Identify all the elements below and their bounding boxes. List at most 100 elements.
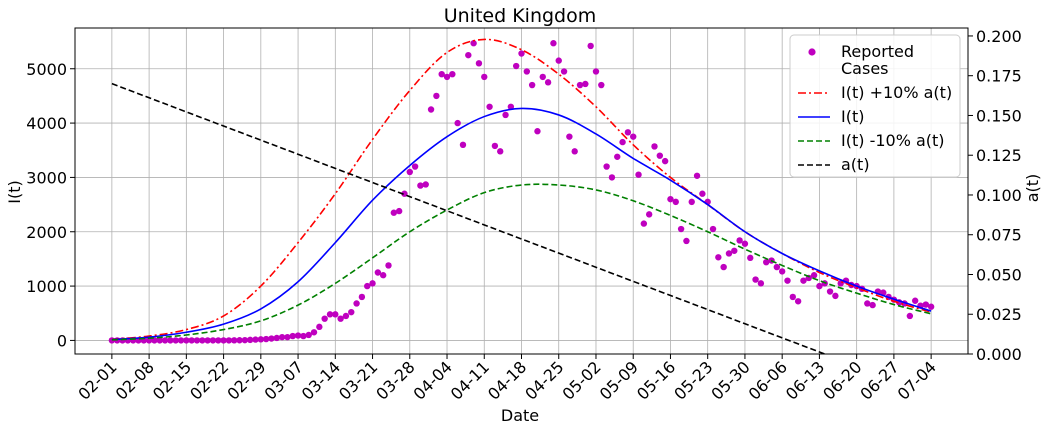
scatter-point [326, 311, 334, 318]
scatter-point [385, 262, 392, 269]
scatter-point [215, 337, 222, 344]
x-tick-label: 02-15 [149, 357, 195, 403]
scatter-point [411, 163, 419, 170]
scatter-point [693, 172, 701, 179]
scatter-point [555, 57, 562, 64]
legend-label: I(t) -10% a(t) [841, 131, 945, 150]
scatter-point [262, 335, 270, 343]
scatter-point [720, 263, 727, 271]
scatter-point [624, 129, 632, 136]
x-tick-label: 02-29 [223, 357, 269, 403]
scatter-point [156, 337, 163, 344]
y2-tick-label: 0.025 [976, 305, 1022, 324]
scatter-point [321, 315, 328, 322]
scatter-point [422, 181, 429, 188]
legend-label: I(t) [841, 107, 864, 126]
scatter-point [656, 152, 664, 159]
y2-tick-label: 0.150 [976, 106, 1022, 125]
scatter-point [544, 79, 552, 86]
x-tick-label: 02-08 [112, 357, 158, 403]
scatter-point [497, 148, 504, 155]
scatter-point [789, 293, 797, 301]
scatter-point [257, 336, 265, 343]
x-tick-label: 05-02 [558, 357, 604, 403]
scatter-point [784, 277, 791, 284]
scatter-point [640, 220, 648, 227]
y-tick-label: 3000 [26, 168, 67, 187]
scatter-point [731, 247, 738, 254]
scatter-point [204, 337, 211, 344]
legend-item-3: I(t) -10% a(t) [798, 131, 945, 150]
scatter-point [651, 143, 658, 150]
legend-swatch [808, 48, 816, 56]
scatter-point [773, 263, 781, 271]
scatter-point [294, 332, 302, 339]
x-tick-label: 06-27 [856, 357, 902, 403]
scatter-point [757, 280, 765, 287]
x-tick-label: 06-13 [782, 357, 828, 403]
scatter-point [300, 332, 307, 340]
scatter-point [443, 73, 451, 81]
scatter-point [337, 315, 344, 322]
scatter-point [353, 300, 360, 307]
series-4 [111, 82, 826, 355]
scatter-point [911, 297, 919, 304]
scatter-point [800, 277, 807, 284]
scatter-point [401, 190, 408, 197]
x-tick-label: 06-20 [819, 357, 865, 403]
scatter-point [465, 51, 472, 59]
scatter-point [390, 209, 398, 216]
scatter-point [741, 240, 749, 247]
scatter-point [188, 337, 195, 344]
scatter-point [539, 73, 546, 81]
scatter-point [927, 303, 935, 310]
scatter-point [284, 333, 291, 341]
scatter-point [358, 293, 366, 301]
x-tick-label: 04-18 [484, 357, 530, 403]
scatter-point [374, 269, 382, 276]
scatter-point [832, 292, 839, 300]
scatter-point [310, 329, 318, 336]
scatter-point [794, 298, 802, 305]
x-tick-label: 03-14 [298, 357, 344, 403]
scatter-point [486, 103, 493, 110]
scatter-point [427, 106, 435, 113]
legend-item-4: a(t) [798, 155, 870, 174]
scatter-point [778, 268, 786, 275]
scatter-point [763, 258, 770, 266]
scatter-point [454, 119, 461, 127]
scatter-point [491, 142, 499, 150]
scatter-point [342, 312, 350, 320]
legend-label: I(t) +10% a(t) [841, 83, 952, 102]
scatter-point [305, 331, 312, 339]
x-tick-label: 05-30 [707, 357, 753, 403]
scatter-point [560, 68, 568, 75]
scatter-point [709, 225, 717, 233]
y-tick-label: 0 [57, 331, 67, 350]
scatter-point [752, 276, 759, 283]
x-tick-label: 07-04 [894, 357, 940, 403]
x-tick-label: 02-22 [186, 357, 232, 403]
y-axis-title: I(t) [5, 180, 24, 203]
series-line [111, 82, 826, 355]
scatter-point [587, 42, 594, 50]
series-0 [108, 40, 935, 344]
scatter-point [241, 336, 249, 344]
x-tick-label: 04-11 [447, 357, 493, 403]
scatter-point [576, 81, 584, 89]
scatter-point [209, 337, 217, 344]
scatter-point [438, 70, 445, 78]
x-tick-label: 04-25 [521, 357, 567, 403]
y2-tick-label: 0.075 [976, 226, 1022, 245]
y2-tick-label: 0.125 [976, 146, 1022, 165]
legend-box [789, 34, 961, 178]
legend-label: Reported [841, 42, 914, 61]
scatter-point [608, 174, 616, 181]
x-tick-label: 03-21 [335, 357, 381, 403]
scatter-point [864, 300, 871, 307]
scatter-point [566, 133, 573, 140]
y2-axis-title: a(t) [1023, 174, 1042, 203]
scatter-point [614, 153, 621, 160]
legend-label: a(t) [841, 155, 870, 174]
